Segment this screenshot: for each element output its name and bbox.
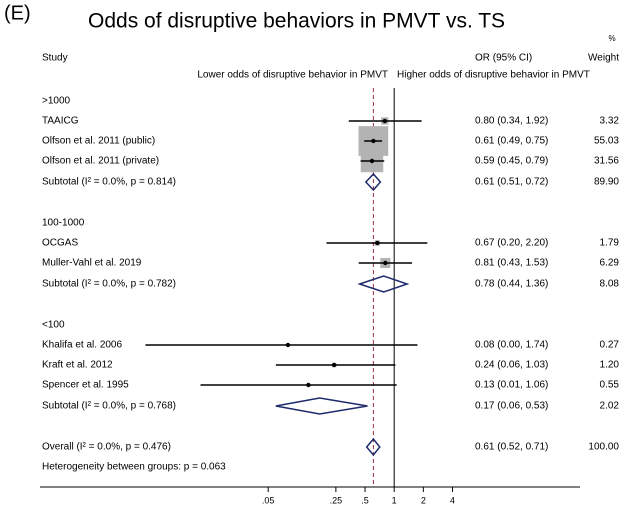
study-label: Kraft et al. 2012 bbox=[42, 360, 113, 371]
study-label: Khalifa et al. 2006 bbox=[42, 340, 122, 351]
summary-diamond bbox=[365, 437, 381, 457]
summary-label: Overall (I² = 0.0%, p = 0.476) bbox=[42, 442, 171, 453]
point-estimate bbox=[369, 158, 375, 164]
study-label: OCGAS bbox=[42, 238, 78, 249]
effect-label: 0.78 (0.44, 1.36) bbox=[475, 279, 548, 290]
summary-label: Subtotal (I² = 0.0%, p = 0.814) bbox=[42, 177, 176, 188]
effect-label: 0.13 (0.01, 1.06) bbox=[475, 380, 548, 391]
summary-label: Subtotal (I² = 0.0%, p = 0.768) bbox=[42, 401, 176, 412]
heterogeneity-label: Heterogeneity between groups: p = 0.063 bbox=[42, 462, 226, 473]
study-label: TAAICG bbox=[42, 116, 79, 127]
weight-label: 55.03 bbox=[594, 136, 619, 147]
point-estimate bbox=[331, 362, 337, 368]
group-label: >1000 bbox=[42, 96, 71, 107]
weight-label: 6.29 bbox=[600, 258, 620, 269]
study-header: Study bbox=[42, 53, 68, 64]
x-tick-label: 2 bbox=[421, 495, 426, 505]
direction-label-higher: Higher odds of disruptive behavior in PM… bbox=[397, 70, 590, 81]
effect-label: 0.80 (0.34, 1.92) bbox=[475, 116, 548, 127]
weight-label: 1.20 bbox=[600, 360, 620, 371]
study-label: Muller-Vahl et al. 2019 bbox=[42, 258, 142, 269]
weight-header: Weight bbox=[588, 53, 619, 64]
weight-label: 89.90 bbox=[594, 177, 619, 188]
weight-label: 31.56 bbox=[594, 156, 619, 167]
x-tick-label: .05 bbox=[262, 495, 275, 505]
x-tick-label: 1 bbox=[392, 495, 397, 505]
weight-label: 2.02 bbox=[600, 401, 620, 412]
effect-header: OR (95% CI) bbox=[475, 53, 532, 64]
effect-label: 0.08 (0.00, 1.74) bbox=[475, 340, 548, 351]
point-estimate bbox=[306, 382, 311, 388]
weight-unit: % bbox=[608, 34, 615, 43]
effect-label: 0.61 (0.49, 0.75) bbox=[475, 136, 548, 147]
group-label: 100-1000 bbox=[42, 218, 85, 229]
weight-label: 100.00 bbox=[588, 442, 619, 453]
group-label: <100 bbox=[42, 320, 65, 331]
effect-label: 0.59 (0.45, 0.79) bbox=[475, 156, 548, 167]
weight-label: 0.27 bbox=[600, 340, 620, 351]
point-estimate bbox=[382, 118, 387, 124]
point-estimate bbox=[285, 342, 291, 348]
effect-label: 0.67 (0.20, 2.20) bbox=[475, 238, 548, 249]
study-label: Olfson et al. 2011 (private) bbox=[42, 156, 159, 167]
point-estimate bbox=[383, 260, 388, 266]
effect-label: 0.61 (0.52, 0.71) bbox=[475, 442, 548, 453]
effect-label: 0.61 (0.51, 0.72) bbox=[475, 177, 548, 188]
effect-label: 0.17 (0.06, 0.53) bbox=[475, 401, 548, 412]
x-tick-label: .25 bbox=[330, 495, 343, 505]
summary-diamond bbox=[364, 172, 382, 192]
chart-title: Odds of disruptive behaviors in PMVT vs.… bbox=[88, 10, 505, 33]
summary-diamond bbox=[357, 275, 410, 293]
weight-label: 1.79 bbox=[600, 238, 620, 249]
study-label: Spencer et al. 1995 bbox=[42, 380, 129, 391]
weight-label: 8.08 bbox=[600, 279, 620, 290]
weight-label: 3.32 bbox=[600, 116, 620, 127]
study-label: Olfson et al. 2011 (public) bbox=[42, 136, 155, 147]
summary-label: Subtotal (I² = 0.0%, p = 0.782) bbox=[42, 279, 176, 290]
summary-diamond bbox=[275, 397, 368, 415]
direction-label-lower: Lower odds of disruptive behavior in PMV… bbox=[197, 70, 388, 81]
panel-label: (E) bbox=[4, 2, 31, 24]
weight-label: 0.55 bbox=[600, 380, 620, 391]
x-tick-label: 4 bbox=[450, 495, 455, 505]
point-estimate bbox=[371, 138, 376, 144]
x-tick-label: .5 bbox=[361, 495, 369, 505]
effect-label: 0.81 (0.43, 1.53) bbox=[475, 258, 548, 269]
effect-label: 0.24 (0.06, 1.03) bbox=[475, 360, 548, 371]
point-estimate bbox=[375, 240, 380, 246]
